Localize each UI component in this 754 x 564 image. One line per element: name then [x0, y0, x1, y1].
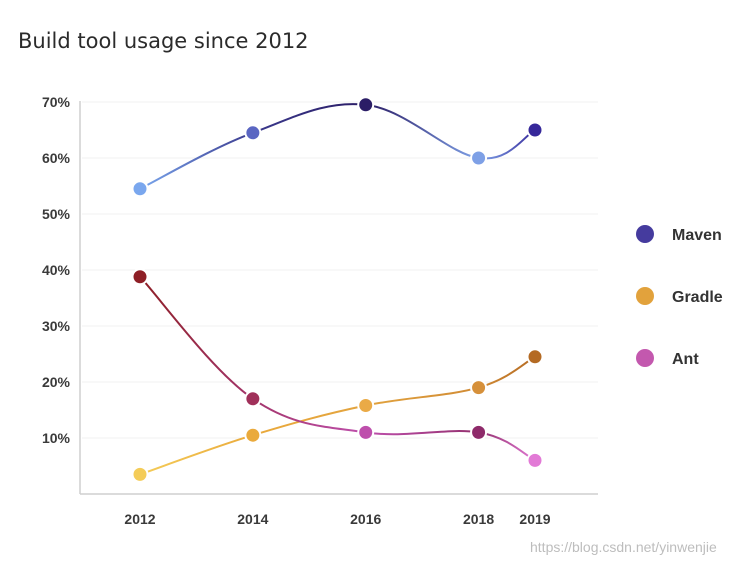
x-tick-label: 2019 [519, 511, 550, 527]
series-segment [139, 276, 254, 400]
series-segment [478, 129, 536, 160]
x-tick-label: 2012 [124, 511, 155, 527]
legend-marker [636, 349, 654, 367]
legend-item-ant[interactable]: Ant [636, 349, 699, 368]
data-point-maven[interactable] [470, 149, 488, 167]
series-segment [365, 430, 479, 436]
data-point-ant[interactable] [244, 390, 262, 408]
y-tick-label: 70% [42, 94, 71, 110]
y-axis-ticks: 70% 60% 50% 40% 30% 20% 10% [42, 94, 71, 446]
data-point-gradle[interactable] [526, 348, 544, 366]
legend: Maven Gradle Ant [636, 225, 723, 368]
series-line-gradle [139, 355, 536, 476]
y-tick-label: 30% [42, 318, 71, 334]
axes [79, 101, 598, 495]
data-point-gradle[interactable] [357, 397, 375, 415]
series-segment [139, 131, 254, 190]
series-points [131, 96, 544, 483]
chart-title: Build tool usage since 2012 [18, 29, 309, 53]
legend-marker [636, 287, 654, 305]
data-point-maven[interactable] [526, 121, 544, 139]
legend-label: Ant [672, 351, 699, 368]
series-segment [252, 103, 366, 134]
series-segment [478, 431, 536, 462]
y-tick-label: 10% [42, 430, 71, 446]
legend-label: Maven [672, 227, 722, 244]
data-point-ant[interactable] [357, 423, 375, 441]
data-point-ant[interactable] [470, 423, 488, 441]
data-point-gradle[interactable] [131, 465, 149, 483]
y-tick-label: 40% [42, 262, 71, 278]
data-point-gradle[interactable] [244, 426, 262, 444]
series-segment [252, 397, 366, 434]
data-point-maven[interactable] [357, 96, 375, 114]
series-segment [139, 434, 254, 476]
legend-item-maven[interactable]: Maven [636, 225, 722, 244]
x-axis-ticks: 2012 2014 2016 2018 2019 [124, 511, 550, 527]
series-segment [478, 355, 536, 389]
y-tick-label: 20% [42, 374, 71, 390]
x-tick-label: 2018 [463, 511, 494, 527]
series-segment [252, 404, 366, 437]
data-point-maven[interactable] [244, 124, 262, 142]
series-segment [365, 103, 479, 159]
data-point-gradle[interactable] [470, 379, 488, 397]
legend-item-gradle[interactable]: Gradle [636, 287, 723, 306]
y-tick-label: 60% [42, 150, 71, 166]
y-tick-label: 50% [42, 206, 71, 222]
watermark: https://blog.csdn.net/yinwenjie [530, 539, 717, 555]
series-segment [365, 386, 479, 407]
data-point-ant[interactable] [131, 268, 149, 286]
grid [82, 101, 598, 439]
legend-marker [636, 225, 654, 243]
x-tick-label: 2014 [237, 511, 268, 527]
series-line-maven [139, 103, 536, 190]
data-point-maven[interactable] [131, 180, 149, 198]
data-point-ant[interactable] [526, 451, 544, 469]
legend-label: Gradle [672, 289, 723, 306]
x-tick-label: 2016 [350, 511, 381, 527]
